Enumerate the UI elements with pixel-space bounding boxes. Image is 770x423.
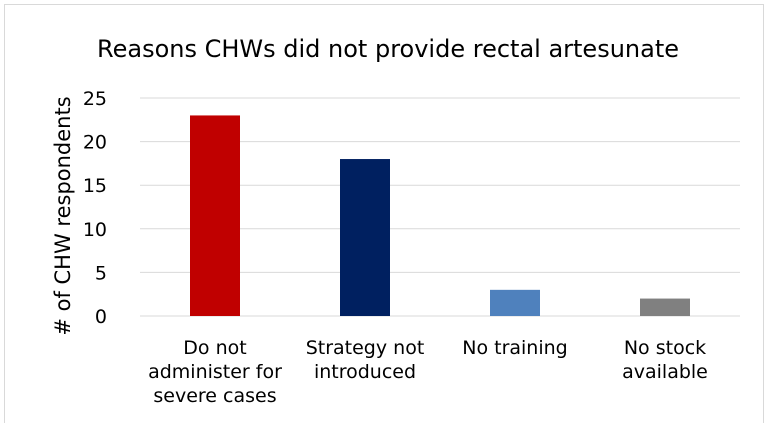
bar <box>490 289 540 316</box>
y-tick-label: 0 <box>95 306 107 328</box>
y-tick-label: 5 <box>95 262 107 284</box>
category-label: No training <box>462 337 567 359</box>
bars <box>190 115 690 316</box>
y-tick-label: 15 <box>83 175 107 197</box>
category-label: introduced <box>314 361 416 383</box>
category-label: Strategy not <box>306 337 425 359</box>
category-label: severe cases <box>153 385 276 407</box>
category-label: No stock <box>624 337 706 359</box>
y-tick-labels: 0 5 10 15 20 25 <box>83 88 107 328</box>
bar <box>190 115 240 316</box>
y-tick-label: 20 <box>83 132 107 154</box>
category-label: available <box>622 361 708 383</box>
y-tick-label: 10 <box>83 219 107 241</box>
category-label: Do not <box>183 337 246 359</box>
y-axis-label: # of CHW respondents <box>51 96 75 335</box>
chart-title: Reasons CHWs did not provide rectal arte… <box>97 35 679 63</box>
bar <box>340 159 390 316</box>
bar <box>640 298 690 316</box>
category-label: administer for <box>148 361 282 383</box>
y-tick-label: 25 <box>83 88 107 110</box>
